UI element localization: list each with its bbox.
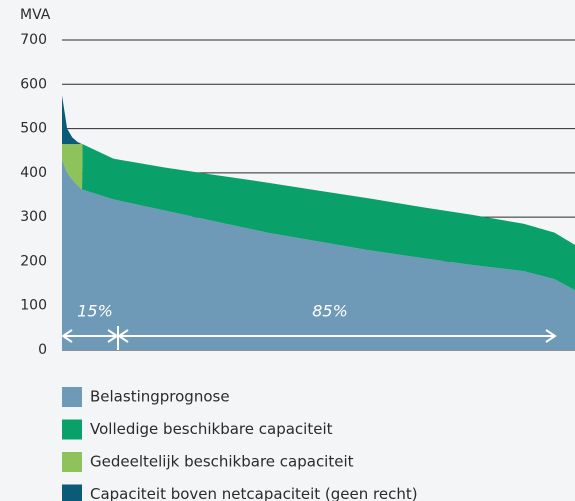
y-tick-label: 700 (20, 32, 47, 48)
y-tick-label: 0 (38, 342, 47, 358)
y-tick-label: 500 (20, 121, 47, 137)
legend-swatch (62, 387, 82, 407)
legend-label: Capaciteit boven netcapaciteit (geen rec… (90, 485, 418, 501)
y-tick-label: 400 (20, 165, 47, 181)
arrow-head (61, 329, 73, 343)
annotation: 85% (312, 302, 348, 321)
y-tick-label: 100 (20, 298, 47, 314)
legend-swatch (62, 452, 82, 472)
legend-label: Gedeeltelijk beschikbare capaciteit (90, 453, 354, 471)
y-tick-label: 300 (20, 209, 47, 225)
legend-swatch (62, 484, 82, 501)
legend-label: Volledige beschikbare capaciteit (90, 420, 333, 438)
legend-swatch (62, 419, 82, 440)
area (62, 144, 575, 291)
annotation: 15% (77, 302, 113, 321)
legend-label: Belastingprognose (90, 388, 230, 406)
area (62, 159, 575, 350)
y-tick-label: 600 (20, 76, 47, 92)
arrow-head (545, 329, 557, 343)
y-tick-label: 200 (20, 253, 47, 269)
y-axis-label: MVA (20, 7, 51, 23)
